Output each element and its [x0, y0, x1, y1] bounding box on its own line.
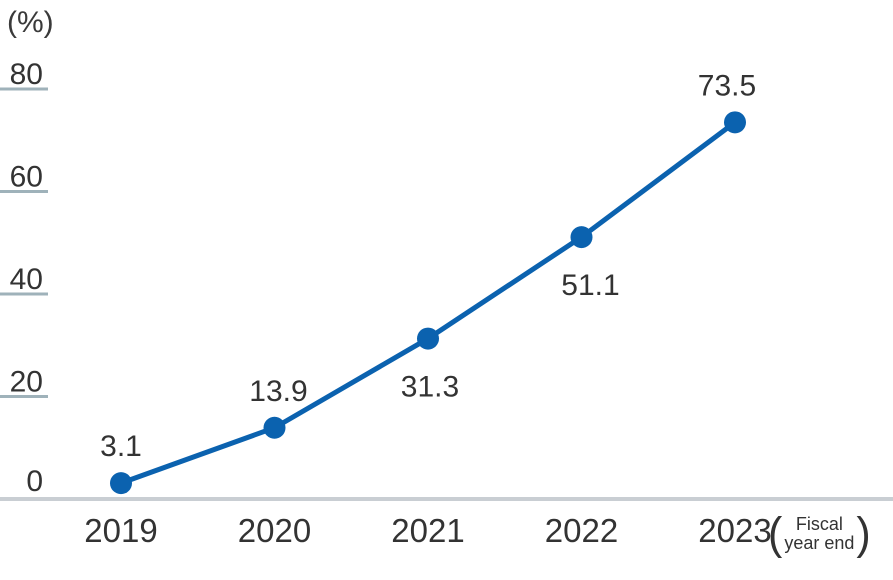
- data-point: [570, 226, 593, 249]
- line-series: [120, 120, 737, 486]
- data-point: [110, 472, 132, 495]
- y-tick-label: 60: [10, 161, 43, 194]
- y-tick-label: 0: [26, 465, 43, 498]
- y-tick-label: 40: [10, 263, 43, 296]
- data-label: 73.5: [698, 69, 756, 102]
- x-tick-label: 2021: [391, 512, 464, 549]
- data-point: [263, 416, 286, 439]
- x-tick-label: 2019: [84, 512, 157, 549]
- data-label: 51.1: [561, 269, 619, 302]
- data-label: 3.1: [100, 430, 142, 463]
- y-tick-label: 80: [10, 58, 43, 91]
- x-tick-label: 2022: [545, 512, 618, 549]
- open-paren: (: [768, 509, 783, 559]
- y-axis-unit-label: (%): [7, 6, 54, 39]
- data-point: [417, 327, 439, 350]
- x-tick-label: 2023: [698, 512, 771, 549]
- data-label: 13.9: [249, 375, 307, 408]
- data-point: [724, 111, 746, 134]
- data-label: 31.3: [401, 371, 459, 404]
- close-paren: ): [856, 509, 871, 559]
- y-tick-label: 20: [10, 366, 43, 399]
- x-tick-label: 2020: [238, 512, 311, 549]
- fiscal-year-end-label: Fiscal year end: [784, 514, 855, 553]
- x-axis-unit-note: ( Fiscal year end ): [768, 509, 871, 559]
